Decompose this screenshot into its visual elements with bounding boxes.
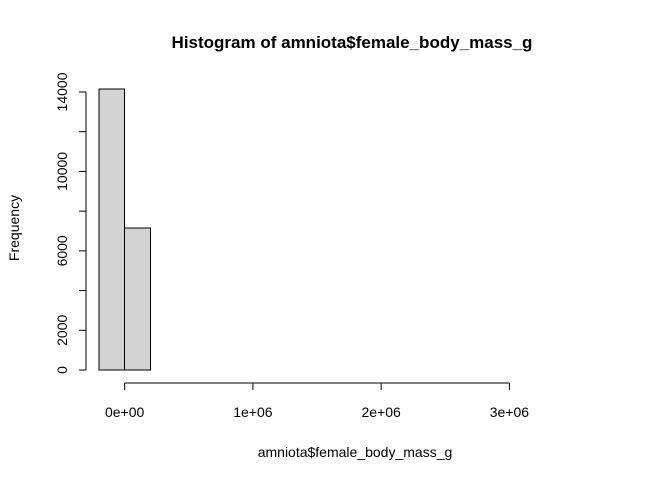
- histogram-bar: [98, 88, 126, 371]
- y-axis: 0 2000 6000 10000 14000: [54, 72, 87, 374]
- histogram-bars: [98, 88, 151, 371]
- y-tick-label: 6000: [54, 235, 70, 266]
- x-axis: 0e+00 1e+06 2e+06 3e+06: [105, 382, 530, 420]
- y-tick-label: 2000: [54, 315, 70, 346]
- y-tick-label: 14000: [54, 72, 70, 111]
- x-axis-label: amniota$female_body_mass_g: [258, 444, 453, 460]
- x-tick-label: 3e+06: [490, 404, 530, 420]
- histogram-bar: [124, 227, 151, 371]
- x-tick-label: 2e+06: [361, 404, 401, 420]
- y-axis-label: Frequency: [6, 195, 22, 261]
- x-tick-label: 0e+00: [105, 404, 145, 420]
- y-tick-label: 10000: [54, 152, 70, 191]
- x-tick-label: 1e+06: [233, 404, 273, 420]
- y-tick-label: 0: [54, 366, 70, 374]
- chart-title: Histogram of amniota$female_body_mass_g: [172, 33, 533, 52]
